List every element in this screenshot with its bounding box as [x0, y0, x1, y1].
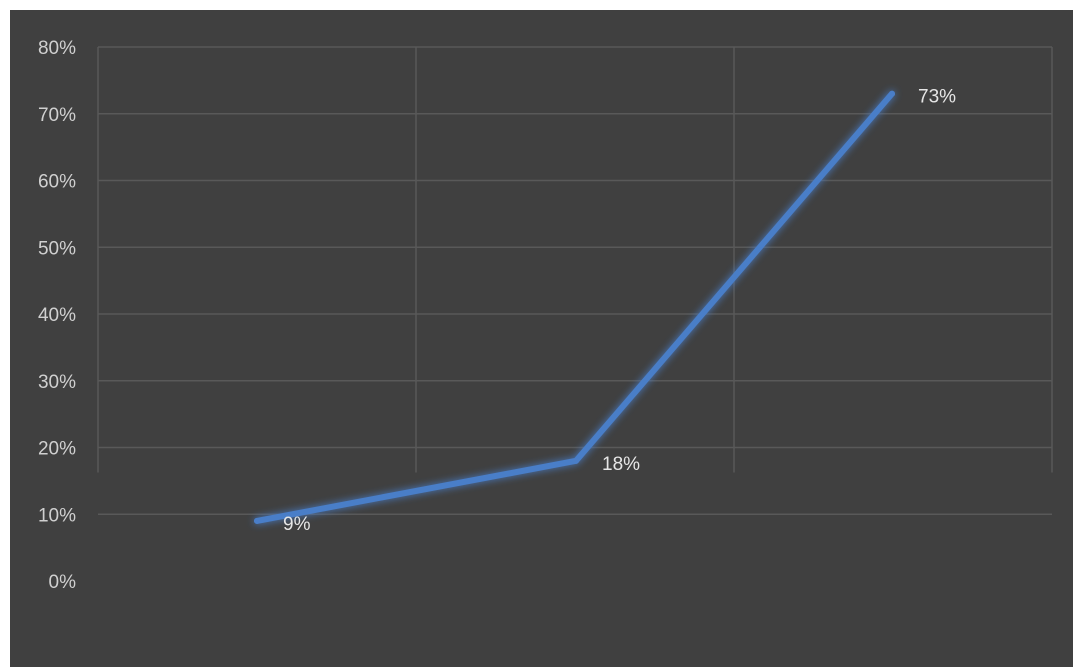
y-tick-label: 20%	[38, 439, 76, 460]
y-tick-label: 60%	[38, 172, 76, 193]
y-tick-label: 0%	[49, 572, 77, 593]
data-label: 73%	[918, 87, 956, 108]
data-label: 18%	[602, 454, 640, 475]
chart-area	[10, 10, 1073, 667]
y-tick-label: 70%	[38, 105, 76, 126]
data-label: 9%	[283, 514, 311, 535]
y-tick-label: 10%	[38, 505, 76, 526]
data-point	[889, 90, 895, 97]
y-axis-tick-labels: 80% 70% 60% 50% 40% 30% 20% 10% 0%	[38, 38, 76, 593]
y-tick-label: 80%	[38, 38, 76, 59]
y-tick-label: 40%	[38, 305, 76, 326]
gridlines	[97, 46, 1053, 515]
y-tick-label: 50%	[38, 238, 76, 259]
series-layer	[254, 90, 895, 524]
data-point	[573, 457, 579, 464]
data-labels: 9% 18% 73%	[283, 87, 956, 535]
data-point	[254, 517, 260, 524]
y-tick-label: 30%	[38, 372, 76, 393]
series-line	[254, 90, 895, 524]
